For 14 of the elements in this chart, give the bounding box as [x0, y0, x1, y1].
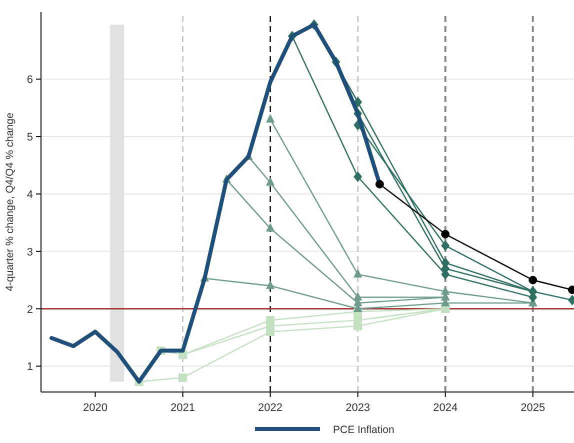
y-tick-label: 1: [26, 361, 33, 374]
y-axis-title: 4-quarter % change, Q4/Q4 % change: [4, 112, 16, 292]
y-tick-label: 5: [26, 132, 33, 144]
y-tick-label: 3: [26, 246, 33, 258]
x-tick-label: 2022: [258, 402, 283, 414]
x-tick-label: 2025: [520, 402, 546, 414]
x-tick-label: 2023: [346, 402, 370, 414]
y-tick-label: 4: [26, 188, 33, 201]
x-tick-label: 2020: [83, 402, 108, 414]
x-tick-label: 2021: [170, 402, 196, 414]
y-tick-label: 6: [26, 74, 33, 86]
x-tick-label: 2024: [433, 402, 458, 414]
y-tick-label: 2: [26, 304, 33, 316]
text: PCE Inflation: [333, 424, 394, 436]
